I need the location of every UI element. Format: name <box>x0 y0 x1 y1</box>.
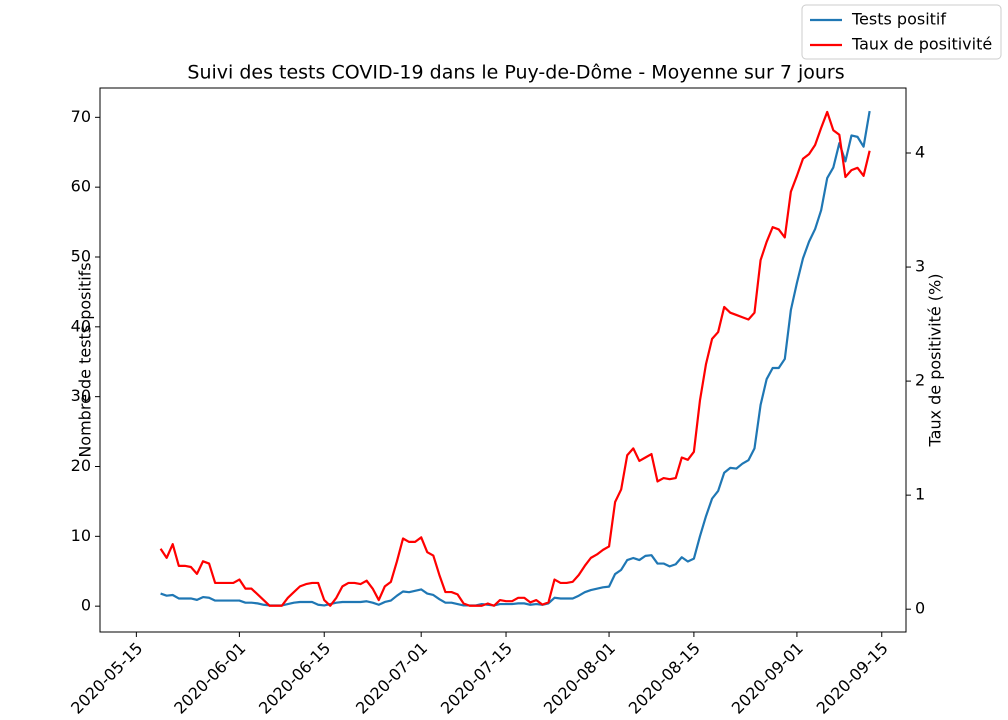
legend: Tests positif Taux de positivité <box>801 4 1002 60</box>
y2-tick-label: 2 <box>915 371 925 390</box>
y-tick-label: 20 <box>71 456 91 475</box>
plot-frame <box>99 87 907 633</box>
legend-label: Tests positif <box>851 10 946 29</box>
y2-tick-label: 1 <box>915 485 925 504</box>
y-tick-label: 30 <box>71 386 91 405</box>
legend-label: Taux de positivité <box>851 35 992 54</box>
y-tick-label: 40 <box>71 316 91 335</box>
y2-tick-label: 4 <box>915 143 925 162</box>
chart-title: Suivi des tests COVID-19 dans le Puy-de-… <box>187 62 844 84</box>
data-line <box>159 110 871 607</box>
y-tick-label: 70 <box>71 107 91 126</box>
y-tick-label: 10 <box>71 526 91 545</box>
y-axis-label: Nombre de tests positifs <box>76 262 95 457</box>
legend-box <box>801 4 1002 60</box>
y-tick-label: 0 <box>81 596 91 615</box>
y2-tick-label: 3 <box>915 257 925 276</box>
y2-axis-label: Taux de positivité (%) <box>926 274 945 448</box>
y-tick-label: 50 <box>71 246 91 265</box>
y2-tick-label: 0 <box>915 599 925 618</box>
y-tick-label: 60 <box>71 177 91 196</box>
